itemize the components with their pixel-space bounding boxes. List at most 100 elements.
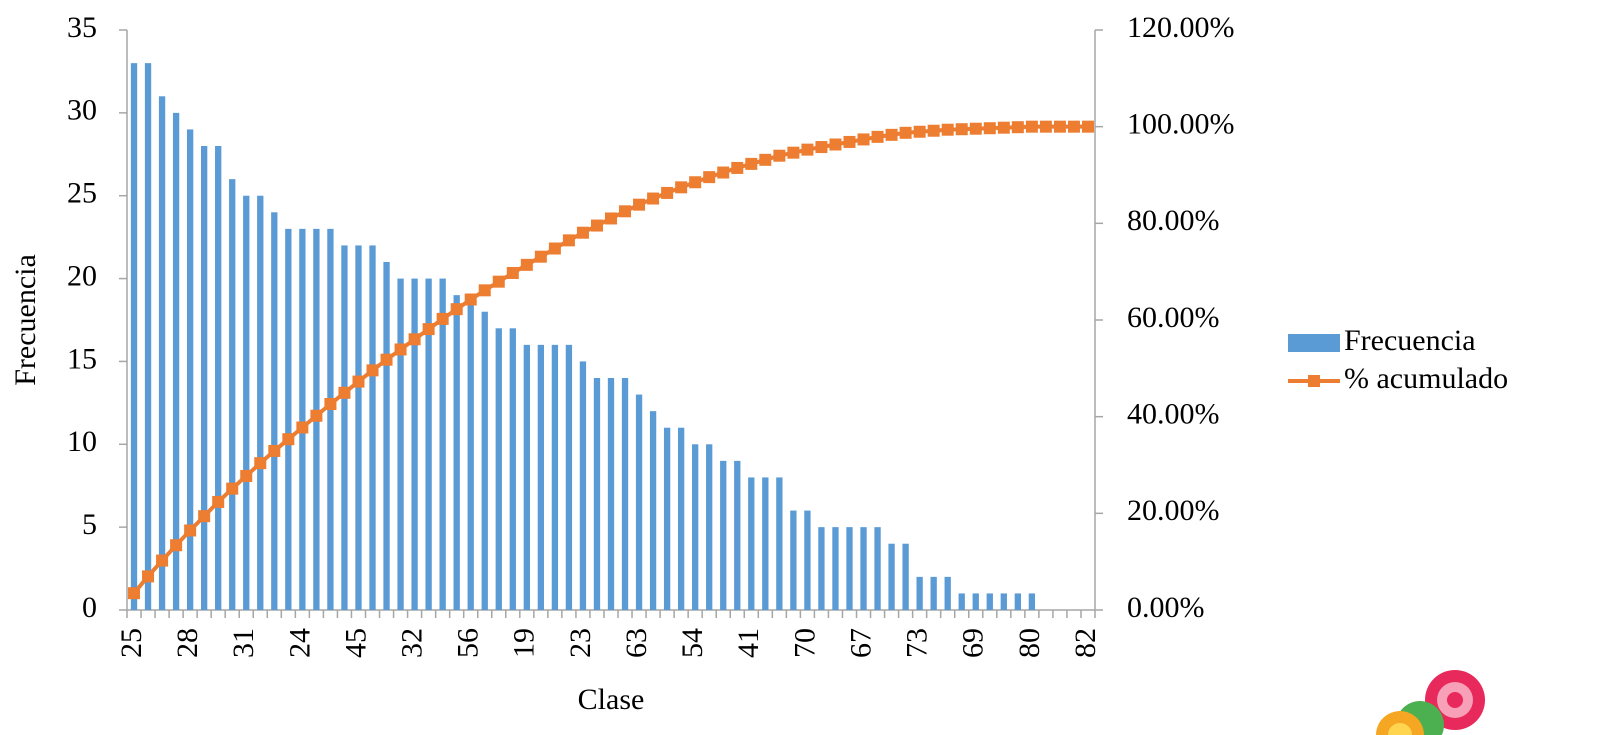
x-tick-label: 69 <box>957 628 990 658</box>
marker <box>184 524 197 537</box>
marker <box>1053 120 1066 133</box>
marker <box>913 125 926 138</box>
bar <box>916 576 923 610</box>
bar <box>832 527 839 610</box>
marker <box>156 554 169 567</box>
marker <box>128 587 141 600</box>
y2-tick-label: 60.00% <box>1127 301 1220 334</box>
bar <box>958 593 965 610</box>
bar <box>201 146 208 610</box>
bar <box>944 576 951 610</box>
y-tick-label: 5 <box>82 508 97 541</box>
marker <box>773 149 786 162</box>
bar <box>621 378 629 610</box>
y-tick-label: 20 <box>67 259 97 292</box>
y2-tick-label: 100.00% <box>1127 108 1235 141</box>
marker <box>324 398 337 411</box>
marker <box>576 226 589 239</box>
x-tick-label: 56 <box>452 628 485 658</box>
bar <box>1000 593 1007 610</box>
bar <box>972 593 979 610</box>
x-tick-label: 24 <box>283 628 316 658</box>
marker <box>927 124 940 137</box>
bar <box>720 460 727 610</box>
bar <box>1028 593 1036 610</box>
logo <box>1376 670 1485 735</box>
marker <box>408 333 421 346</box>
bar <box>271 212 278 611</box>
marker <box>170 539 183 552</box>
marker <box>450 303 463 316</box>
marker <box>422 323 435 336</box>
marker <box>829 138 842 151</box>
marker <box>310 409 323 422</box>
marker <box>534 250 547 263</box>
bar <box>986 593 993 610</box>
marker <box>338 386 351 399</box>
y2-tick-label: 0.00% <box>1127 591 1205 624</box>
marker <box>801 143 814 156</box>
bar <box>677 427 685 610</box>
bar <box>425 278 432 610</box>
x-tick-label: 32 <box>395 628 428 658</box>
bar <box>369 245 376 610</box>
bar <box>509 328 516 610</box>
x-tick-label: 70 <box>788 628 821 658</box>
bar <box>481 311 488 610</box>
bar <box>776 477 783 610</box>
bar <box>257 195 264 610</box>
marker <box>745 157 758 170</box>
marker <box>1011 121 1024 134</box>
bar <box>551 344 559 610</box>
bar <box>130 63 138 610</box>
y-tick-label: 25 <box>67 177 97 210</box>
marker <box>605 212 617 225</box>
y2-tick-label: 20.00% <box>1127 494 1220 527</box>
bar <box>1014 593 1021 610</box>
marker <box>857 133 870 146</box>
bar <box>523 344 530 610</box>
bar <box>383 262 390 610</box>
bar <box>144 63 152 610</box>
marker <box>703 171 716 184</box>
marker <box>731 161 744 174</box>
marker <box>296 421 309 434</box>
x-tick-label: 31 <box>227 628 260 658</box>
x-tick-label: 28 <box>171 628 204 658</box>
x-tick-label: 82 <box>1069 628 1102 658</box>
bar <box>663 427 671 610</box>
x-tick-label: 19 <box>508 628 541 658</box>
marker <box>548 242 561 255</box>
marker <box>633 198 646 211</box>
marker <box>478 284 491 297</box>
bar <box>243 195 250 610</box>
marker <box>1081 120 1094 133</box>
bar <box>467 295 474 610</box>
bar <box>565 344 573 610</box>
bar <box>439 278 446 610</box>
legend-swatch <box>1288 334 1340 352</box>
bar <box>649 411 657 610</box>
bar <box>846 527 853 610</box>
marker <box>352 375 365 388</box>
bar <box>930 576 937 610</box>
bar <box>860 527 867 610</box>
bar <box>607 378 615 610</box>
marker <box>226 482 239 495</box>
marker <box>759 153 772 166</box>
bar <box>902 543 909 610</box>
marker <box>717 166 730 179</box>
bar <box>537 344 545 610</box>
bar <box>579 361 587 610</box>
marker <box>268 444 281 457</box>
y-tick-label: 35 <box>67 11 97 44</box>
marker <box>647 192 660 205</box>
bar <box>355 245 362 610</box>
x-tick-label: 41 <box>732 628 765 658</box>
x-tick-label: 54 <box>676 628 709 658</box>
bar <box>397 278 404 610</box>
y2-tick-label: 80.00% <box>1127 204 1220 237</box>
y-tick-label: 10 <box>67 425 97 458</box>
marker <box>520 258 533 271</box>
